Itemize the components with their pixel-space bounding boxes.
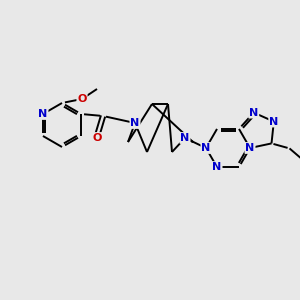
Text: N: N xyxy=(130,118,140,128)
Text: N: N xyxy=(212,162,222,172)
Text: N: N xyxy=(180,133,190,143)
Text: N: N xyxy=(249,108,258,118)
Text: O: O xyxy=(77,94,87,104)
Text: N: N xyxy=(245,143,255,153)
Text: N: N xyxy=(269,116,278,127)
Text: O: O xyxy=(92,133,102,143)
Text: N: N xyxy=(201,143,211,153)
Text: N: N xyxy=(38,109,48,119)
